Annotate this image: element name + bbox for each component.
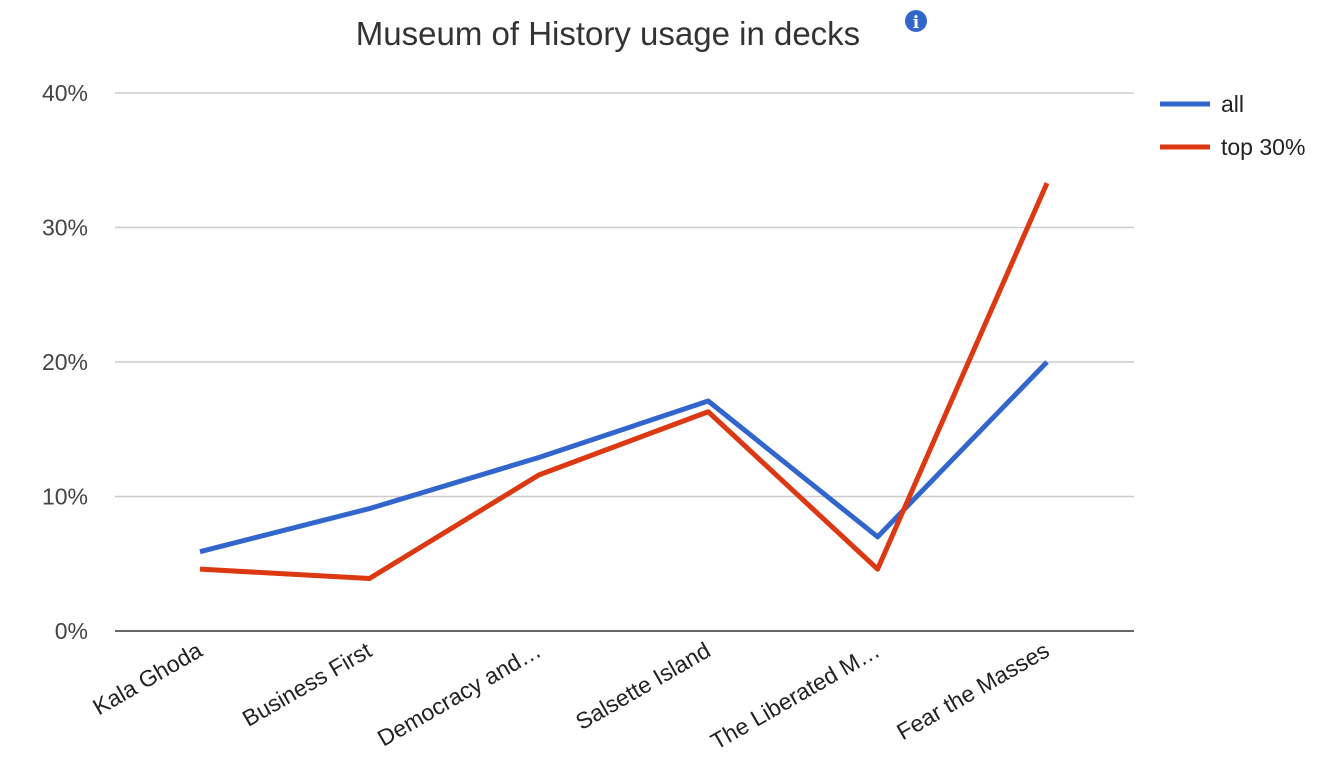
x-tick-label: Democracy and…	[373, 637, 545, 752]
x-tick-label: Salsette Island	[571, 637, 715, 735]
info-icon[interactable]: i	[905, 10, 927, 33]
y-tick-label: 40%	[42, 80, 88, 106]
series-line-top-30-[interactable]	[199, 182, 1050, 582]
x-tick-label: Business First	[238, 637, 377, 732]
legend-label[interactable]: top 30%	[1221, 134, 1305, 160]
y-tick-label: 0%	[55, 618, 88, 644]
y-axis-ticks: 0% 10% 20% 30% 40%	[42, 80, 88, 644]
legend[interactable]: all top 30%	[1160, 91, 1305, 160]
gridlines	[115, 92, 1134, 498]
x-tick-label: Kala Ghoda	[88, 637, 206, 720]
legend-label[interactable]: all	[1221, 91, 1244, 117]
chart-title: Museum of History usage in decks	[356, 15, 860, 52]
series-line-all[interactable]	[199, 360, 1049, 555]
y-tick-label: 20%	[42, 349, 88, 375]
x-tick-label: Fear the Masses	[892, 637, 1053, 745]
svg-text:i: i	[913, 13, 920, 33]
y-tick-label: 10%	[42, 484, 88, 510]
x-tick-label: The Liberated M…	[706, 637, 884, 755]
y-tick-label: 30%	[42, 215, 88, 241]
series-lines	[199, 182, 1050, 582]
